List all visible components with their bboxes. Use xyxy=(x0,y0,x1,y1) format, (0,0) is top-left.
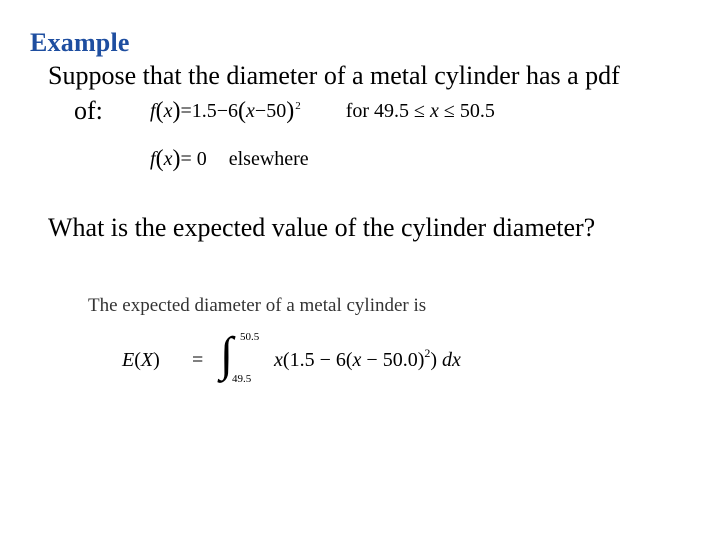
lparen5: ( xyxy=(283,349,290,371)
integral-symbol: ∫ xyxy=(220,331,233,379)
const-c: 50 xyxy=(266,100,286,122)
lparen6: ( xyxy=(346,349,353,371)
answer-intro: The expected diameter of a metal cylinde… xyxy=(88,295,680,317)
integrand-x: x xyxy=(274,349,283,371)
ib: 6 xyxy=(336,349,346,371)
isq: 2 xyxy=(424,346,430,360)
lparen2: ( xyxy=(238,98,246,124)
dx: dx xyxy=(437,349,461,371)
equals: = xyxy=(180,100,191,122)
equals3: = xyxy=(192,349,203,372)
question-text: What is the expected value of the cylind… xyxy=(30,213,680,243)
slide: Example Suppose that the diameter of a m… xyxy=(0,0,720,540)
const-b: 6 xyxy=(228,100,238,122)
integral-lower: 49.5 xyxy=(232,373,251,385)
integrand: x(1.5 − 6(x − 50.0)2) dx xyxy=(274,349,461,372)
expected-value-equation: E(X) = ∫ 49.5 50.5 x(1.5 − 6(x − 50.0)2)… xyxy=(88,331,680,391)
rparen: ) xyxy=(172,98,180,124)
domain-hi: 50.5 xyxy=(460,100,495,122)
intro-line: Suppose that the diameter of a metal cyl… xyxy=(30,60,680,93)
le2: ≤ xyxy=(444,100,455,122)
zero: 0 xyxy=(197,148,207,170)
x-mid: x xyxy=(430,100,439,122)
x-var2: x xyxy=(246,100,255,122)
f-symbol2: f xyxy=(150,148,156,170)
E-of-X: E(X) xyxy=(122,349,160,372)
pdf-definition-line1: f(x)=1.5−6(x−50)2 for 49.5 ≤ x ≤ 50.5 xyxy=(30,97,680,131)
ic: 50.0 xyxy=(383,349,418,371)
rparen3: ) xyxy=(172,146,180,172)
example-heading: Example xyxy=(30,28,680,58)
E-symbol: E xyxy=(122,349,134,371)
answer-block: The expected diameter of a metal cylinde… xyxy=(30,295,680,391)
integral-upper: 50.5 xyxy=(240,331,259,343)
ia: 1.5 xyxy=(290,349,315,371)
ix2: x xyxy=(353,349,362,371)
f-symbol: f xyxy=(150,100,156,122)
squared: 2 xyxy=(295,100,301,112)
domain-lo: 49.5 xyxy=(374,100,409,122)
minus2: − xyxy=(255,100,266,122)
le1: ≤ xyxy=(414,100,425,122)
const-a: 1.5 xyxy=(192,100,217,122)
lparen3: ( xyxy=(156,146,164,172)
rparen4: ) xyxy=(153,349,160,371)
iminus1: − xyxy=(320,349,331,371)
for-word: for xyxy=(346,100,369,122)
minus1: − xyxy=(217,100,228,122)
elsewhere: elsewhere xyxy=(229,148,309,170)
X-symbol: X xyxy=(141,349,153,371)
equals2: = xyxy=(180,148,191,170)
rparen2: ) xyxy=(286,98,294,124)
lparen: ( xyxy=(156,98,164,124)
pdf-definition-line2: f(x)= 0 elsewhere xyxy=(30,145,680,173)
iminus2: − xyxy=(366,349,377,371)
lparen4: ( xyxy=(134,349,141,371)
